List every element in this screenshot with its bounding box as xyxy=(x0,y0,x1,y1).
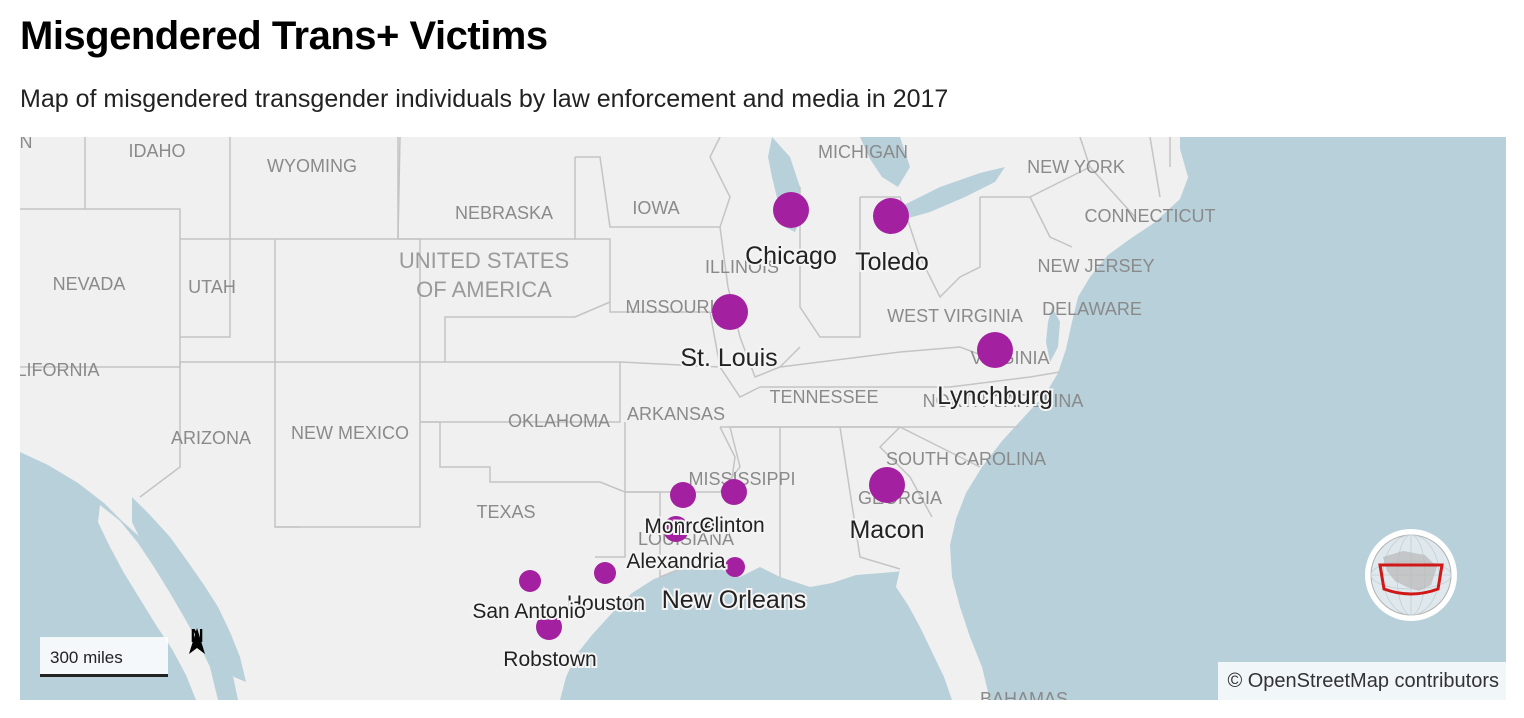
city-label-robstown: Robstown xyxy=(503,648,596,671)
region-label-arkansas: ARKANSAS xyxy=(627,404,725,424)
region-label-south-carolina: SOUTH CAROLINA xyxy=(886,449,1046,469)
marker-houston[interactable] xyxy=(594,562,616,584)
region-label-illinois: ILLINOIS xyxy=(705,257,779,277)
marker-robstown[interactable] xyxy=(536,614,562,640)
florida-peninsula xyxy=(896,563,984,700)
lake-huron xyxy=(860,137,910,187)
region-label-california: LIFORNIA xyxy=(20,360,100,380)
marker-san-antonio[interactable] xyxy=(519,570,541,592)
north-arrow: N xyxy=(186,626,208,682)
region-label-michigan: MICHIGAN xyxy=(818,142,908,162)
map-title: Misgendered Trans+ Victims xyxy=(20,14,548,58)
region-label-new-mexico: NEW MEXICO xyxy=(291,423,409,443)
region-label-missouri: MISSOURI xyxy=(625,297,714,317)
state-borders xyxy=(20,137,1171,579)
region-label-new-york: NEW YORK xyxy=(1027,157,1125,177)
city-label-chicago: Chicago xyxy=(745,242,837,270)
region-label-bahamas: BAHAMAS xyxy=(980,689,1068,700)
city-label-st-louis: St. Louis xyxy=(680,344,777,372)
region-label-wyoming: WYOMING xyxy=(267,156,357,176)
country-label-line-1: UNITED STATES xyxy=(399,248,569,273)
city-label-houston: Houston xyxy=(567,592,645,615)
marker-new-orleans[interactable] xyxy=(725,557,745,577)
city-label-monroe: Monroe xyxy=(644,515,715,538)
region-label-tennessee: TENNESSEE xyxy=(769,387,878,407)
city-markers xyxy=(519,192,1013,640)
marker-toledo[interactable] xyxy=(873,198,909,234)
marker-clinton[interactable] xyxy=(721,479,747,505)
region-label-nebraska: NEBRASKA xyxy=(455,203,553,223)
region-label-west-virginia: WEST VIRGINIA xyxy=(887,306,1023,326)
marker-alexandria[interactable] xyxy=(663,516,689,542)
chesapeake-bay xyxy=(1046,307,1060,362)
baja-california xyxy=(98,505,218,700)
scale-label: 300 miles xyxy=(50,648,123,667)
region-label-oklahoma: OKLAHOMA xyxy=(508,411,610,431)
lake-erie xyxy=(900,167,1005,219)
region-label-north-carolina: NORTH CAROLINA xyxy=(923,391,1084,411)
region-label-nevada: NEVADA xyxy=(53,274,126,294)
marker-st-louis[interactable] xyxy=(712,294,748,330)
region-label-utah: UTAH xyxy=(188,277,236,297)
region-label-new-jersey: NEW JERSEY xyxy=(1037,256,1154,276)
city-label-lynchburg: Lynchburg xyxy=(937,382,1053,410)
map-subtitle: Map of misgendered transgender individua… xyxy=(20,85,949,113)
region-label-arizona: ARIZONA xyxy=(171,428,251,448)
marker-lynchburg[interactable] xyxy=(977,332,1013,368)
country-label-line-2: OF AMERICA xyxy=(416,277,552,302)
city-label-clinton: Clinton xyxy=(699,514,764,537)
gulf-of-california xyxy=(132,497,246,682)
globe-locator-icon[interactable] xyxy=(1363,527,1459,623)
north-arrow-icon xyxy=(189,628,205,654)
region-label-delaware: DELAWARE xyxy=(1042,299,1142,319)
city-label-san-antonio: San Antonio xyxy=(472,600,585,623)
region-label-mississippi: MISSISSIPPI xyxy=(688,469,795,489)
region-label-louisiana: LOUISIANA xyxy=(638,529,734,549)
map-canvas[interactable]: UNITED STATES OF AMERICA IDAHO WYOMING N… xyxy=(20,137,1506,700)
map-attribution[interactable]: © OpenStreetMap contributors xyxy=(1218,662,1506,700)
city-label-toledo: Toledo xyxy=(855,248,929,276)
region-label-idaho: IDAHO xyxy=(128,141,185,161)
region-label-texas: TEXAS xyxy=(476,502,535,522)
gulf-of-mexico xyxy=(560,567,975,700)
marker-chicago[interactable] xyxy=(773,192,809,228)
marker-macon[interactable] xyxy=(869,467,905,503)
city-label-new-orleans: New Orleans xyxy=(662,586,807,614)
marker-monroe[interactable] xyxy=(670,482,696,508)
scale-bar: 300 miles xyxy=(40,637,168,677)
region-label-connecticut: CONNECTICUT xyxy=(1085,206,1216,226)
map-svg: UNITED STATES OF AMERICA IDAHO WYOMING N… xyxy=(20,137,1506,700)
atlantic-ocean xyxy=(950,137,1506,700)
region-label-oregon-edge: N xyxy=(20,137,33,152)
region-label-iowa: IOWA xyxy=(632,198,679,218)
city-label-alexandria: Alexandria xyxy=(626,550,726,573)
city-label-macon: Macon xyxy=(849,516,924,544)
